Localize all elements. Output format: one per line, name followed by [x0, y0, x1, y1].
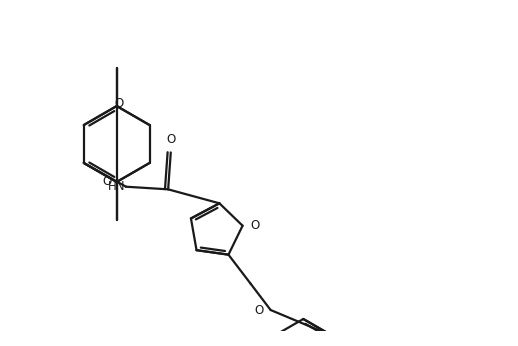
Text: O: O [103, 175, 112, 189]
Text: O: O [250, 219, 259, 232]
Text: O: O [166, 133, 176, 146]
Text: HN: HN [107, 180, 125, 193]
Text: O: O [114, 98, 123, 110]
Text: O: O [254, 303, 263, 317]
